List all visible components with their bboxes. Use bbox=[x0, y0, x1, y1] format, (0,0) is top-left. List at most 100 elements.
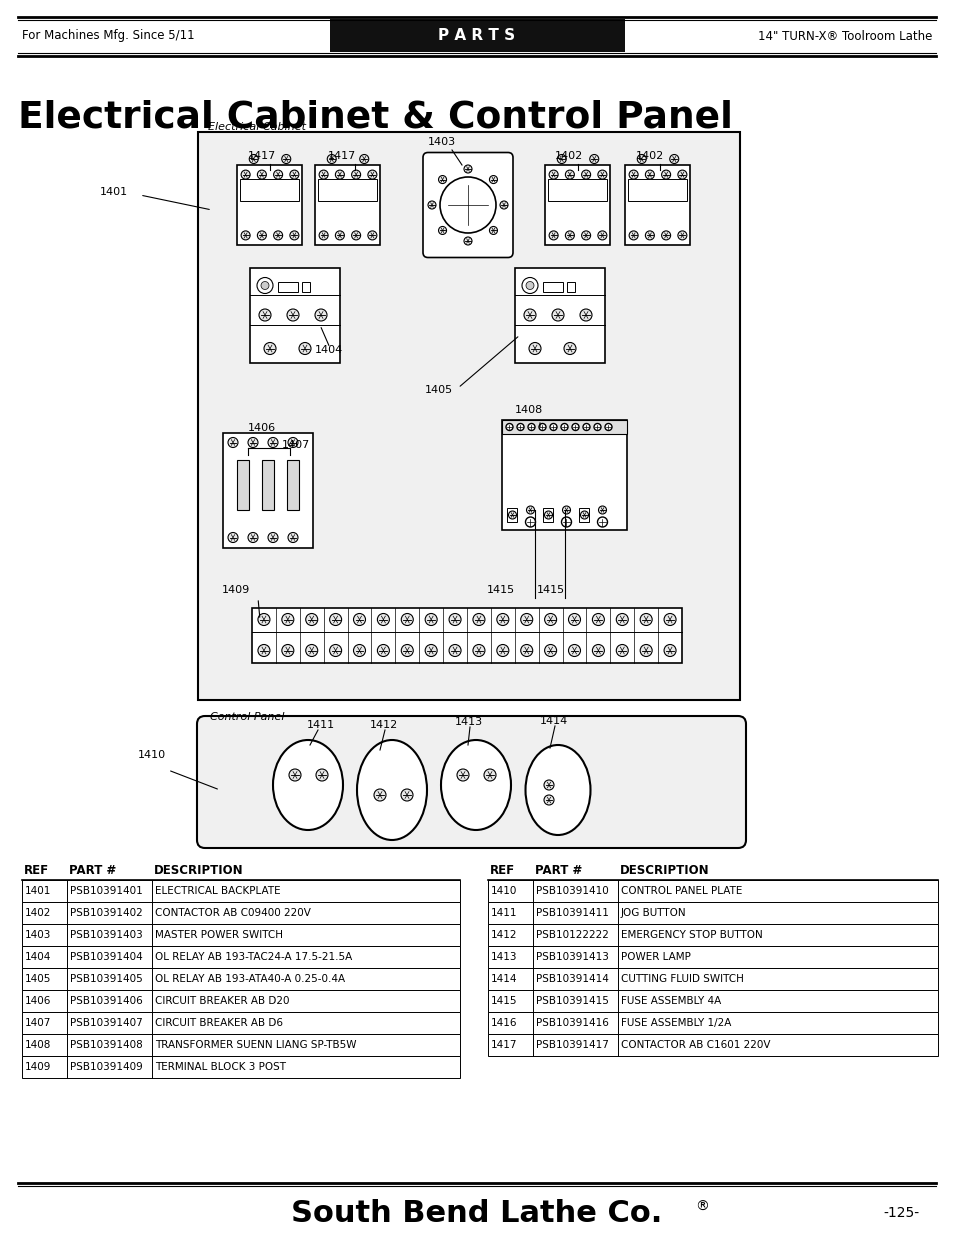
Circle shape bbox=[663, 614, 676, 625]
Text: 1406: 1406 bbox=[25, 995, 51, 1007]
Circle shape bbox=[261, 282, 269, 289]
Circle shape bbox=[598, 231, 606, 240]
Circle shape bbox=[305, 614, 317, 625]
Circle shape bbox=[529, 342, 540, 354]
Text: 1413: 1413 bbox=[491, 952, 517, 962]
Circle shape bbox=[678, 231, 686, 240]
Circle shape bbox=[298, 342, 311, 354]
Circle shape bbox=[352, 231, 360, 240]
Text: PSB10391403: PSB10391403 bbox=[70, 930, 143, 940]
Circle shape bbox=[543, 781, 554, 790]
Circle shape bbox=[604, 424, 612, 431]
Circle shape bbox=[354, 614, 365, 625]
Text: 1401: 1401 bbox=[100, 186, 128, 198]
Text: PSB10391402: PSB10391402 bbox=[70, 908, 143, 918]
Text: ELECTRICAL BACKPLATE: ELECTRICAL BACKPLATE bbox=[154, 885, 280, 897]
Ellipse shape bbox=[440, 740, 511, 830]
Circle shape bbox=[327, 154, 335, 163]
Circle shape bbox=[281, 154, 291, 163]
Ellipse shape bbox=[356, 740, 427, 840]
Text: PART #: PART # bbox=[535, 863, 581, 877]
Text: South Bend Lathe Co.: South Bend Lathe Co. bbox=[291, 1198, 662, 1228]
Circle shape bbox=[256, 278, 273, 294]
Text: CONTROL PANEL PLATE: CONTROL PANEL PLATE bbox=[620, 885, 741, 897]
Circle shape bbox=[598, 506, 606, 514]
Circle shape bbox=[377, 614, 389, 625]
Text: REF: REF bbox=[490, 863, 515, 877]
Bar bbox=[542, 282, 562, 291]
Text: 1404: 1404 bbox=[314, 345, 343, 354]
Text: 1407: 1407 bbox=[25, 1018, 51, 1028]
Circle shape bbox=[305, 645, 317, 657]
Circle shape bbox=[637, 154, 645, 163]
Bar bbox=[548, 179, 607, 201]
Circle shape bbox=[456, 769, 469, 781]
Circle shape bbox=[425, 645, 436, 657]
Circle shape bbox=[560, 424, 567, 431]
Text: PSB10391414: PSB10391414 bbox=[536, 974, 608, 984]
Circle shape bbox=[663, 645, 676, 657]
Text: CIRCUIT BREAKER AB D20: CIRCUIT BREAKER AB D20 bbox=[154, 995, 289, 1007]
Bar bbox=[543, 508, 553, 522]
Circle shape bbox=[319, 231, 328, 240]
Text: 1411: 1411 bbox=[307, 720, 335, 730]
Text: OL RELAY AB 193-ATA40-A 0.25-0.4A: OL RELAY AB 193-ATA40-A 0.25-0.4A bbox=[154, 974, 345, 984]
Bar bbox=[625, 165, 690, 245]
Bar bbox=[488, 924, 937, 946]
Circle shape bbox=[520, 614, 532, 625]
Circle shape bbox=[400, 789, 413, 802]
Circle shape bbox=[597, 517, 607, 527]
Circle shape bbox=[644, 231, 654, 240]
Circle shape bbox=[661, 231, 670, 240]
Circle shape bbox=[377, 645, 389, 657]
Circle shape bbox=[289, 769, 301, 781]
Text: 1407: 1407 bbox=[282, 440, 310, 450]
Text: PSB10391404: PSB10391404 bbox=[70, 952, 143, 962]
Circle shape bbox=[523, 309, 536, 321]
Text: Control Panel: Control Panel bbox=[210, 713, 284, 722]
Text: 1416: 1416 bbox=[491, 1018, 517, 1028]
Circle shape bbox=[628, 231, 638, 240]
Bar bbox=[252, 608, 681, 662]
Text: PSB10391401: PSB10391401 bbox=[70, 885, 143, 897]
Circle shape bbox=[248, 437, 257, 447]
Text: EMERGENCY STOP BUTTON: EMERGENCY STOP BUTTON bbox=[620, 930, 762, 940]
Circle shape bbox=[644, 170, 654, 179]
Text: 1408: 1408 bbox=[25, 1040, 51, 1050]
Circle shape bbox=[544, 614, 556, 625]
Bar bbox=[262, 459, 274, 510]
Bar bbox=[198, 132, 740, 700]
Circle shape bbox=[526, 506, 534, 514]
Text: CUTTING FLUID SWITCH: CUTTING FLUID SWITCH bbox=[620, 974, 743, 984]
Text: 1412: 1412 bbox=[491, 930, 517, 940]
Bar bbox=[578, 508, 589, 522]
Circle shape bbox=[581, 231, 590, 240]
Circle shape bbox=[314, 309, 327, 321]
Bar bbox=[22, 968, 459, 990]
Circle shape bbox=[598, 170, 606, 179]
Text: 1415: 1415 bbox=[537, 585, 564, 595]
Circle shape bbox=[563, 342, 576, 354]
Circle shape bbox=[359, 154, 369, 163]
Circle shape bbox=[264, 342, 275, 354]
Circle shape bbox=[401, 614, 413, 625]
Text: 1410: 1410 bbox=[491, 885, 517, 897]
Circle shape bbox=[639, 645, 652, 657]
Circle shape bbox=[579, 309, 592, 321]
Circle shape bbox=[438, 226, 446, 235]
Text: CONTACTOR AB C09400 220V: CONTACTOR AB C09400 220V bbox=[154, 908, 311, 918]
Circle shape bbox=[352, 170, 360, 179]
Text: 1417: 1417 bbox=[328, 151, 355, 161]
Circle shape bbox=[449, 614, 460, 625]
Circle shape bbox=[678, 170, 686, 179]
Text: DESCRIPTION: DESCRIPTION bbox=[153, 863, 243, 877]
Bar bbox=[237, 165, 302, 245]
Text: Electrical Cabinet & Control Panel: Electrical Cabinet & Control Panel bbox=[18, 100, 732, 136]
Text: 1405: 1405 bbox=[25, 974, 51, 984]
Circle shape bbox=[281, 645, 294, 657]
Circle shape bbox=[582, 424, 589, 431]
Circle shape bbox=[550, 424, 557, 431]
Circle shape bbox=[401, 645, 413, 657]
Circle shape bbox=[499, 201, 507, 209]
Text: PSB10391406: PSB10391406 bbox=[70, 995, 143, 1007]
